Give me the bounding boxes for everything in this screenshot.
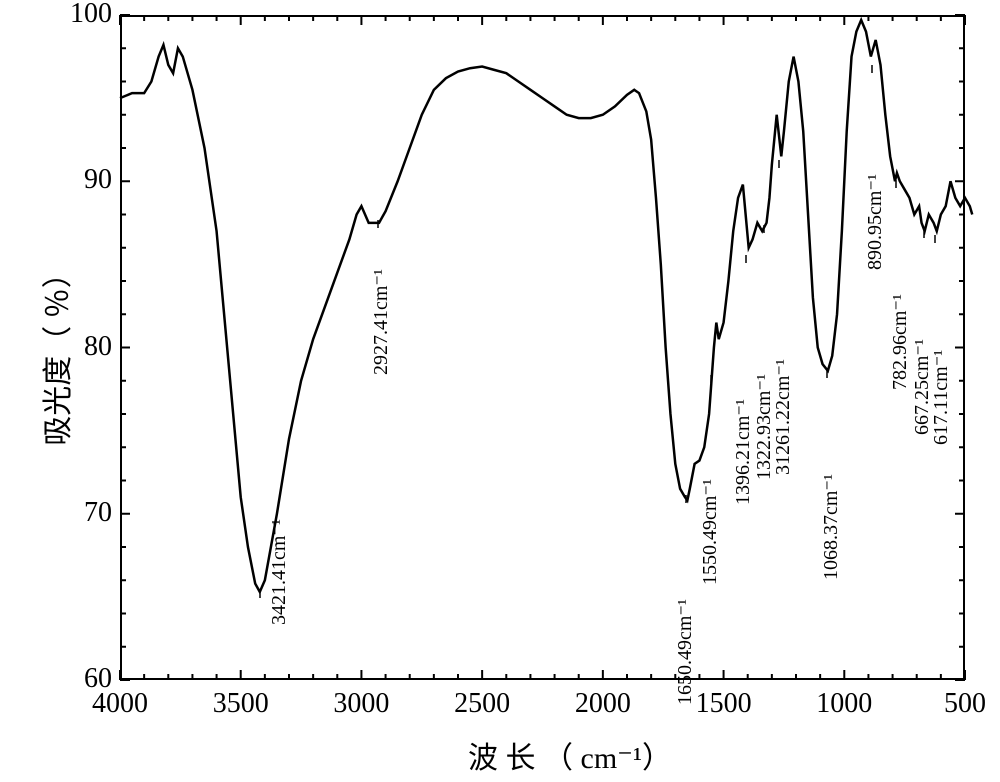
- peak-label: 1650.49cm⁻¹: [672, 599, 697, 705]
- peak-label: 31261.22cm⁻¹: [770, 359, 795, 475]
- ir-spectrum-chart: 吸光度（ ％） 波 长 （ cm⁻¹） 40003500300025002000…: [0, 0, 1000, 782]
- x-tick-label: 500: [930, 688, 1000, 720]
- y-tick-label: 70: [62, 497, 112, 529]
- peak-label: 890.95cm⁻¹: [862, 174, 887, 270]
- spectrum-line: [120, 20, 972, 592]
- peak-label: 2927.41cm⁻¹: [368, 269, 393, 375]
- peak-label: 1550.49cm⁻¹: [697, 479, 722, 585]
- y-tick-label: 90: [62, 164, 112, 196]
- spectrum-line-svg: [0, 0, 1000, 782]
- peak-label: 1068.37cm⁻¹: [818, 474, 843, 580]
- x-tick-label: 1000: [809, 688, 879, 720]
- x-tick-label: 2500: [447, 688, 517, 720]
- peak-label: 3421.41cm⁻¹: [266, 519, 291, 625]
- x-tick-label: 2000: [568, 688, 638, 720]
- x-tick-label: 3000: [326, 688, 396, 720]
- y-tick-label: 100: [62, 0, 112, 30]
- x-tick-label: 1500: [689, 688, 759, 720]
- y-tick-label: 60: [62, 663, 112, 695]
- y-tick-label: 80: [62, 331, 112, 363]
- peak-label: 617.11cm⁻¹: [928, 350, 953, 445]
- x-tick-label: 3500: [206, 688, 276, 720]
